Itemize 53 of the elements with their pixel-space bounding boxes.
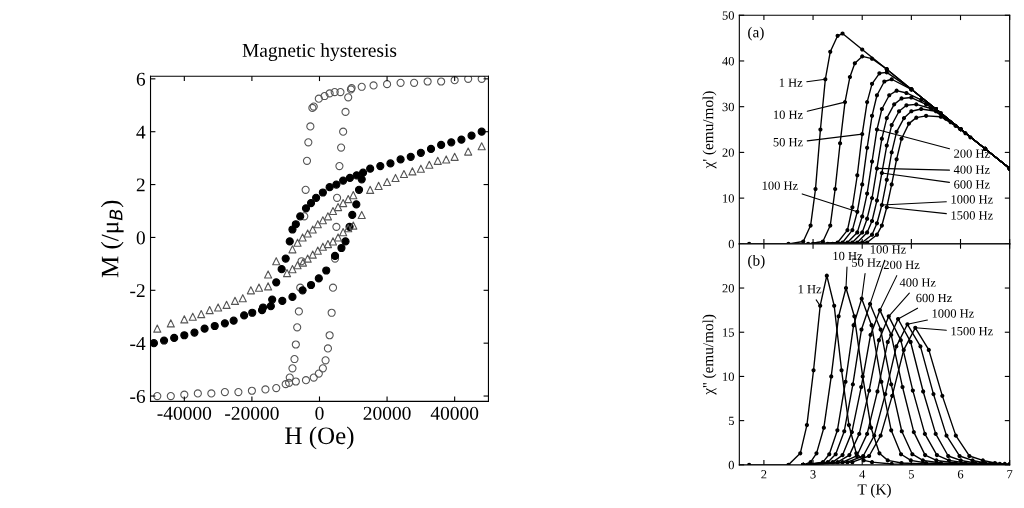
- y-tick-label: 2: [136, 178, 145, 192]
- legend-label: 1500 Hz: [951, 326, 993, 336]
- series-label: 600 Hz: [916, 293, 952, 303]
- x-tick-label: 40000: [430, 406, 479, 420]
- text: 400 Hz: [899, 278, 936, 287]
- y-tick-label: 20: [722, 148, 734, 157]
- y-tick-label: -4: [130, 337, 146, 350]
- text: 100 Hz: [762, 181, 798, 190]
- y-axis-title: χ' (emu/mol): [702, 91, 717, 169]
- legend-label: 1 Hz: [779, 78, 803, 87]
- y-tick-label: 4: [136, 125, 146, 139]
- x-tick-label: -20000: [225, 406, 279, 420]
- y-tick-label: 0: [136, 231, 145, 245]
- y-axis-title: χ'' (emu/mol): [702, 314, 717, 395]
- text: 50 Hz: [852, 258, 882, 267]
- y-tick-label: 0: [728, 239, 734, 249]
- text: 200 Hz: [883, 260, 920, 270]
- x-tick-label: 4: [859, 470, 866, 479]
- y-tick-label: 30: [722, 102, 734, 112]
- x-tick-label: 5: [908, 470, 914, 479]
- y-tick-label: 50: [722, 11, 734, 20]
- text: 1500 Hz: [951, 211, 993, 220]
- legend-label: 1000 Hz: [951, 195, 993, 204]
- x-tick-label: 20000: [363, 406, 411, 420]
- x-tick-label: 2: [761, 470, 767, 479]
- y-tick-label: 0: [728, 460, 734, 470]
- x-axis-title: H (Oe): [285, 426, 354, 450]
- y-axis-title: M (/μ$_{B}$): [100, 200, 124, 278]
- x-tick-label: 7: [1007, 470, 1013, 479]
- y-tick-label: 15: [723, 328, 734, 337]
- legend-label: 200 Hz: [954, 149, 990, 158]
- x-tick-label: -40000: [157, 406, 212, 420]
- annotation: (b): [748, 254, 765, 269]
- series-label: 1 Hz: [798, 285, 822, 294]
- x-tick-label: 6: [957, 470, 964, 479]
- text: 100 Hz: [870, 245, 906, 254]
- chart-title: Magnetic hysteresis: [242, 43, 397, 61]
- x-tick-label: 3: [810, 470, 816, 479]
- y-tick-label: 6: [136, 72, 146, 86]
- x-tick-label: 0: [315, 406, 324, 420]
- series-label: 400 Hz: [953, 165, 990, 174]
- legend-label: 1000 Hz: [932, 309, 974, 318]
- y-tick-label: -2: [130, 284, 145, 298]
- y-tick-label: 10: [723, 194, 734, 203]
- y-tick-label: 20: [722, 284, 734, 293]
- y-tick-label: 40: [722, 56, 734, 66]
- series-label: 600 Hz: [954, 180, 990, 189]
- y-tick-label: -6: [130, 389, 146, 403]
- legend-label: 10 Hz: [773, 110, 803, 119]
- y-tick-label: 10: [723, 372, 734, 381]
- annotation: (a): [748, 26, 764, 41]
- x-axis-title: T (K): [857, 483, 891, 498]
- legend-label: 50 Hz: [773, 137, 803, 147]
